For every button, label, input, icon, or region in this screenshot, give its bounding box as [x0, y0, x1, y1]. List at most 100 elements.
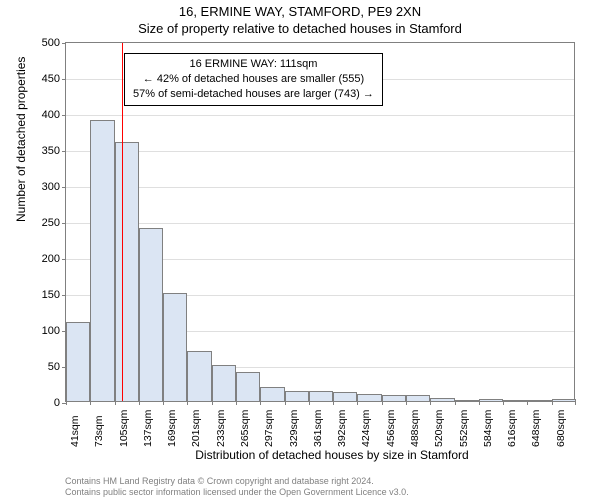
- y-tick-label: 500: [42, 37, 60, 49]
- y-tick: [62, 295, 66, 296]
- footer-line-1: Contains HM Land Registry data © Crown c…: [65, 476, 409, 487]
- x-tick: [382, 401, 383, 405]
- x-tick: [212, 401, 213, 405]
- histogram-bar: [236, 372, 260, 401]
- x-tick-label: 329sqm: [288, 410, 300, 447]
- x-tick-label: 105sqm: [118, 410, 130, 447]
- y-tick-label: 100: [42, 325, 60, 337]
- x-tick: [527, 401, 528, 405]
- plot-region: 05010015020025030035040045050041sqm73sqm…: [65, 42, 575, 402]
- histogram-bar: [163, 293, 187, 401]
- x-tick-label: 488sqm: [409, 410, 421, 447]
- x-tick-label: 169sqm: [166, 410, 178, 447]
- histogram-bar: [333, 392, 357, 401]
- x-tick: [163, 401, 164, 405]
- x-tick-label: 680sqm: [555, 410, 567, 447]
- x-tick-label: 233sqm: [215, 410, 227, 447]
- y-tick-label: 200: [42, 253, 60, 265]
- x-tick: [260, 401, 261, 405]
- histogram-bar: [406, 395, 430, 401]
- histogram-bar: [260, 387, 284, 401]
- y-tick: [62, 187, 66, 188]
- x-tick: [575, 401, 576, 405]
- chart-area: 05010015020025030035040045050041sqm73sqm…: [65, 42, 575, 402]
- gridline: [66, 151, 574, 152]
- x-tick-label: 520sqm: [433, 410, 445, 447]
- x-tick-label: 265sqm: [239, 410, 251, 447]
- x-tick-label: 552sqm: [458, 410, 470, 447]
- x-tick-label: 297sqm: [263, 410, 275, 447]
- y-tick: [62, 43, 66, 44]
- gridline: [66, 187, 574, 188]
- footer-attribution: Contains HM Land Registry data © Crown c…: [65, 476, 409, 498]
- histogram-bar: [139, 228, 163, 401]
- y-tick-label: 250: [42, 217, 60, 229]
- annotation-line: 16 ERMINE WAY: 111sqm: [133, 57, 374, 72]
- marker-vline: [122, 43, 123, 401]
- histogram-bar: [527, 400, 551, 401]
- histogram-bar: [503, 400, 527, 401]
- gridline: [66, 115, 574, 116]
- title-sub: Size of property relative to detached ho…: [0, 19, 600, 36]
- histogram-bar: [66, 322, 90, 401]
- histogram-bar: [115, 142, 139, 401]
- y-tick: [62, 79, 66, 80]
- title-main: 16, ERMINE WAY, STAMFORD, PE9 2XN: [0, 0, 600, 19]
- x-tick: [333, 401, 334, 405]
- x-tick-label: 361sqm: [312, 410, 324, 447]
- gridline: [66, 223, 574, 224]
- x-tick: [479, 401, 480, 405]
- x-tick: [357, 401, 358, 405]
- histogram-bar: [479, 399, 503, 401]
- x-tick: [285, 401, 286, 405]
- y-tick-label: 350: [42, 145, 60, 157]
- x-tick-label: 41sqm: [69, 415, 81, 447]
- y-tick: [62, 151, 66, 152]
- footer-line-2: Contains public sector information licen…: [65, 487, 409, 498]
- y-tick: [62, 223, 66, 224]
- x-tick-label: 648sqm: [530, 410, 542, 447]
- annotation-line: ← 42% of detached houses are smaller (55…: [133, 72, 374, 87]
- x-tick-label: 137sqm: [142, 410, 154, 447]
- y-tick: [62, 259, 66, 260]
- chart-container: 16, ERMINE WAY, STAMFORD, PE9 2XN Size o…: [0, 0, 600, 500]
- y-axis-label: Number of detached properties: [14, 57, 28, 222]
- histogram-bar: [455, 400, 479, 401]
- x-tick-label: 201sqm: [190, 410, 202, 447]
- x-tick: [139, 401, 140, 405]
- y-tick-label: 450: [42, 73, 60, 85]
- x-tick: [430, 401, 431, 405]
- x-tick-label: 73sqm: [93, 415, 105, 447]
- x-tick: [455, 401, 456, 405]
- y-tick-label: 400: [42, 109, 60, 121]
- x-tick: [406, 401, 407, 405]
- x-tick: [187, 401, 188, 405]
- histogram-bar: [90, 120, 114, 401]
- x-tick-label: 584sqm: [482, 410, 494, 447]
- histogram-bar: [430, 398, 454, 401]
- y-tick-label: 50: [48, 361, 60, 373]
- x-tick-label: 456sqm: [385, 410, 397, 447]
- histogram-bar: [382, 395, 406, 401]
- histogram-bar: [285, 391, 309, 401]
- x-tick: [90, 401, 91, 405]
- x-tick: [236, 401, 237, 405]
- histogram-bar: [552, 399, 576, 401]
- y-tick: [62, 115, 66, 116]
- histogram-bar: [187, 351, 211, 401]
- x-tick: [503, 401, 504, 405]
- x-tick: [309, 401, 310, 405]
- x-axis-label: Distribution of detached houses by size …: [32, 448, 600, 462]
- histogram-bar: [309, 391, 333, 401]
- histogram-bar: [357, 394, 381, 401]
- y-tick-label: 150: [42, 289, 60, 301]
- annotation-box: 16 ERMINE WAY: 111sqm← 42% of detached h…: [124, 53, 383, 106]
- x-tick: [552, 401, 553, 405]
- y-tick-label: 300: [42, 181, 60, 193]
- annotation-line: 57% of semi-detached houses are larger (…: [133, 87, 374, 102]
- x-tick-label: 392sqm: [336, 410, 348, 447]
- x-tick-label: 616sqm: [506, 410, 518, 447]
- x-tick-label: 424sqm: [360, 410, 372, 447]
- x-tick: [115, 401, 116, 405]
- x-tick: [66, 401, 67, 405]
